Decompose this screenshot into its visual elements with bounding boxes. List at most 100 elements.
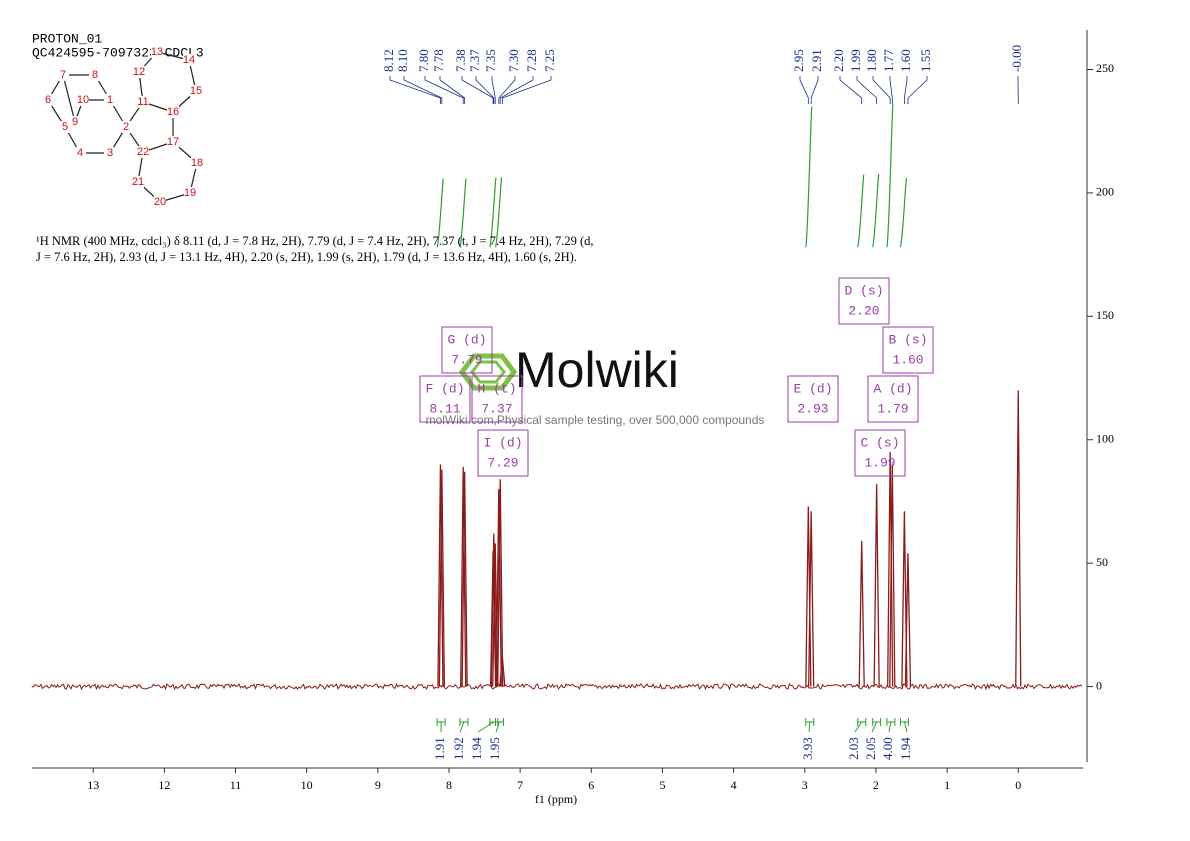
peak xyxy=(461,471,468,687)
multiplet-label: I (d) xyxy=(483,435,522,450)
watermark-logo xyxy=(458,353,518,391)
peak xyxy=(495,489,502,687)
x-axis-label: f1 (ppm) xyxy=(535,792,577,806)
peak-label: 8.10 xyxy=(395,49,410,72)
y-tick-label: 250 xyxy=(1096,61,1114,75)
integral-bracket xyxy=(854,718,867,733)
multiplet-box xyxy=(882,326,934,374)
peak-leader xyxy=(872,76,891,104)
peak-leader xyxy=(839,76,863,104)
multiplet-shift: 7.37 xyxy=(481,401,512,416)
multiplet-box xyxy=(867,375,919,423)
peak-leader xyxy=(903,76,908,104)
integral-curve xyxy=(489,177,497,248)
multiplet-label: A (d) xyxy=(873,381,912,396)
watermark-tagline: molWiki.com,Physical sample testing, ove… xyxy=(426,413,765,427)
integral-curve xyxy=(886,103,894,248)
peak-label: 7.80 xyxy=(416,49,431,72)
x-tick-label: 10 xyxy=(301,778,313,792)
peak-label: 1.99 xyxy=(848,49,863,72)
atom-label: 20 xyxy=(154,196,166,208)
peak xyxy=(437,464,444,687)
peak-leader xyxy=(889,76,893,104)
atom-bg xyxy=(190,85,202,97)
x-tick-label: 1 xyxy=(944,778,950,792)
atom-label: 5 xyxy=(62,121,68,133)
x-tick-label: 3 xyxy=(802,778,808,792)
atom-bg xyxy=(104,147,116,159)
multiplet-label: C (s) xyxy=(860,435,899,450)
atom-bg xyxy=(57,69,69,81)
x-tick-label: 2 xyxy=(873,778,879,792)
integral-label: 1.92 xyxy=(451,737,466,760)
peak-leader xyxy=(424,76,464,104)
integral-curve xyxy=(459,178,467,248)
atom-bg xyxy=(120,121,132,133)
y-tick-label: 50 xyxy=(1096,555,1108,569)
integral-curve xyxy=(436,178,444,248)
multiplet-shift: 1.99 xyxy=(864,455,895,470)
atom-label: 21 xyxy=(132,176,144,188)
atom-label: 9 xyxy=(72,116,78,128)
atom-bg xyxy=(183,54,195,66)
peak-label: 2.95 xyxy=(791,49,806,72)
peak-label: 2.91 xyxy=(809,49,824,72)
atom-label: 1 xyxy=(107,94,113,106)
integral-label: 3.93 xyxy=(800,737,815,760)
multiplet-shift: 1.60 xyxy=(892,352,923,367)
x-tick-label: 5 xyxy=(659,778,665,792)
peak xyxy=(438,469,446,687)
atom-label: 18 xyxy=(191,157,203,169)
integral-curve xyxy=(872,173,880,248)
atom-label: 15 xyxy=(190,85,202,97)
y-tick-label: 100 xyxy=(1096,431,1114,445)
atom-label: 19 xyxy=(184,187,196,199)
atom-label: 8 xyxy=(92,69,98,81)
bond xyxy=(62,74,76,123)
x-tick-label: 6 xyxy=(588,778,594,792)
multiplet-label: D (s) xyxy=(844,283,883,298)
atom-label: 6 xyxy=(45,94,51,106)
atom-label: 10 xyxy=(77,94,89,106)
atom-label: 13 xyxy=(151,46,163,58)
integral-curve xyxy=(494,177,503,248)
integral-curve xyxy=(857,174,865,248)
integral-bracket xyxy=(436,718,446,733)
peak-label: 7.30 xyxy=(506,49,521,72)
integral-curve xyxy=(899,177,907,248)
atom-bg xyxy=(191,157,203,169)
atom-label: 14 xyxy=(183,54,195,66)
integral-bracket xyxy=(886,718,896,733)
nmr-description: ¹H NMR (400 MHz, cdcl₃) δ 8.11 (d, J = 7… xyxy=(36,234,594,264)
peak-leader xyxy=(810,76,819,104)
atom-bg xyxy=(137,146,149,158)
atom-label: 3 xyxy=(107,147,113,159)
peak-label: 7.25 xyxy=(542,49,557,72)
peak xyxy=(808,511,815,687)
atom-label: 2 xyxy=(123,121,129,133)
multiplet-label: H (t) xyxy=(477,381,516,396)
integral-bracket xyxy=(459,718,469,733)
multiplet-shift: 2.20 xyxy=(848,303,879,318)
peak-leader xyxy=(461,76,494,104)
peak-label: 7.78 xyxy=(431,49,446,72)
atom-bg xyxy=(42,94,54,106)
peak-label: 8.12 xyxy=(381,49,396,72)
multiplet-label: B (s) xyxy=(888,332,927,347)
peak-leader xyxy=(389,76,441,104)
peak-label: 7.37 xyxy=(467,49,482,72)
peak xyxy=(858,540,865,687)
atom-bg xyxy=(133,66,145,78)
atom-bg xyxy=(77,94,89,106)
atom-bg xyxy=(184,187,196,199)
multiplet-box xyxy=(477,429,529,477)
multiplet-box xyxy=(471,375,523,423)
watermark-brand: Molwiki xyxy=(515,342,679,398)
y-tick-label: 200 xyxy=(1096,185,1114,199)
integral-bracket xyxy=(871,718,882,733)
atom-label: 4 xyxy=(77,147,83,159)
atom-bg xyxy=(137,96,149,108)
peak-label: 2.20 xyxy=(831,49,846,72)
baseline-noise xyxy=(31,682,1083,691)
